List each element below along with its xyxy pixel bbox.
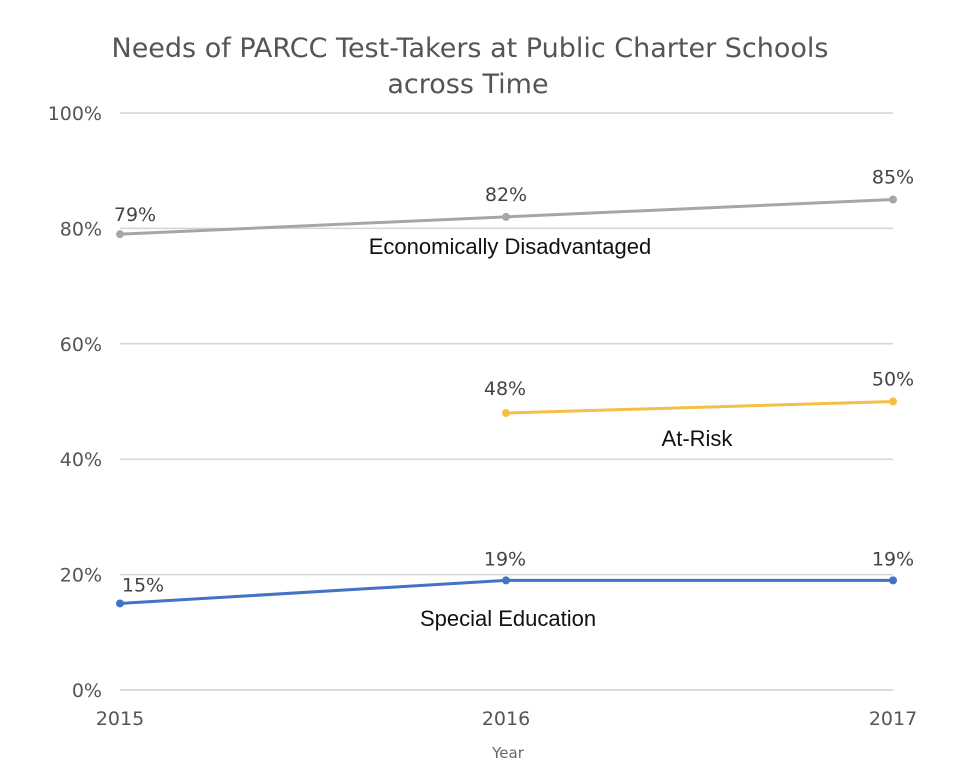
x-tick-label: 2016 [482, 708, 530, 730]
chart-title-line-2: across Time [387, 69, 548, 100]
data-label: 48% [484, 378, 526, 400]
series-economically-disadvantaged: 79% 82% 85% Economically Disadvantaged [114, 167, 914, 259]
series-label: At-Risk [662, 426, 734, 451]
data-point [502, 409, 510, 418]
data-point [116, 599, 124, 608]
series-at-risk: 48% 50% At-Risk [484, 369, 914, 452]
x-tick-label: 2017 [869, 708, 917, 730]
data-label: 82% [485, 184, 527, 206]
series-group: 79% 82% 85% Economically Disadvantaged 48% 50… [114, 167, 914, 631]
data-label: 85% [872, 167, 914, 189]
y-axis-ticks: 0% 20% 40% 60% 80% 100% [48, 103, 102, 702]
data-label: 15% [122, 574, 164, 596]
y-tick-label: 40% [60, 449, 102, 471]
data-point [889, 195, 897, 204]
data-point [502, 212, 510, 221]
data-point [889, 576, 897, 585]
y-tick-label: 100% [48, 103, 102, 125]
data-label: 50% [872, 369, 914, 391]
chart-title-line-1: Needs of PARCC Test-Takers at Public Cha… [112, 33, 829, 64]
data-label: 19% [484, 548, 526, 570]
data-label: 79% [114, 204, 156, 226]
data-point [889, 397, 897, 406]
y-tick-label: 20% [60, 565, 102, 587]
series-label: Special Education [420, 606, 596, 631]
data-point [502, 576, 510, 585]
data-point [116, 230, 124, 239]
series-line [504, 400, 895, 415]
y-tick-label: 60% [60, 334, 102, 356]
series-label: Economically Disadvantaged [369, 234, 652, 259]
data-label: 19% [872, 548, 914, 570]
y-tick-label: 80% [60, 218, 102, 240]
series-special-education: 15% 19% 19% Special Education [116, 548, 914, 631]
x-axis-label: Year [491, 744, 525, 762]
x-axis-ticks: 2015 2016 2017 [96, 708, 917, 730]
x-tick-label: 2015 [96, 708, 144, 730]
y-tick-label: 0% [72, 680, 102, 702]
